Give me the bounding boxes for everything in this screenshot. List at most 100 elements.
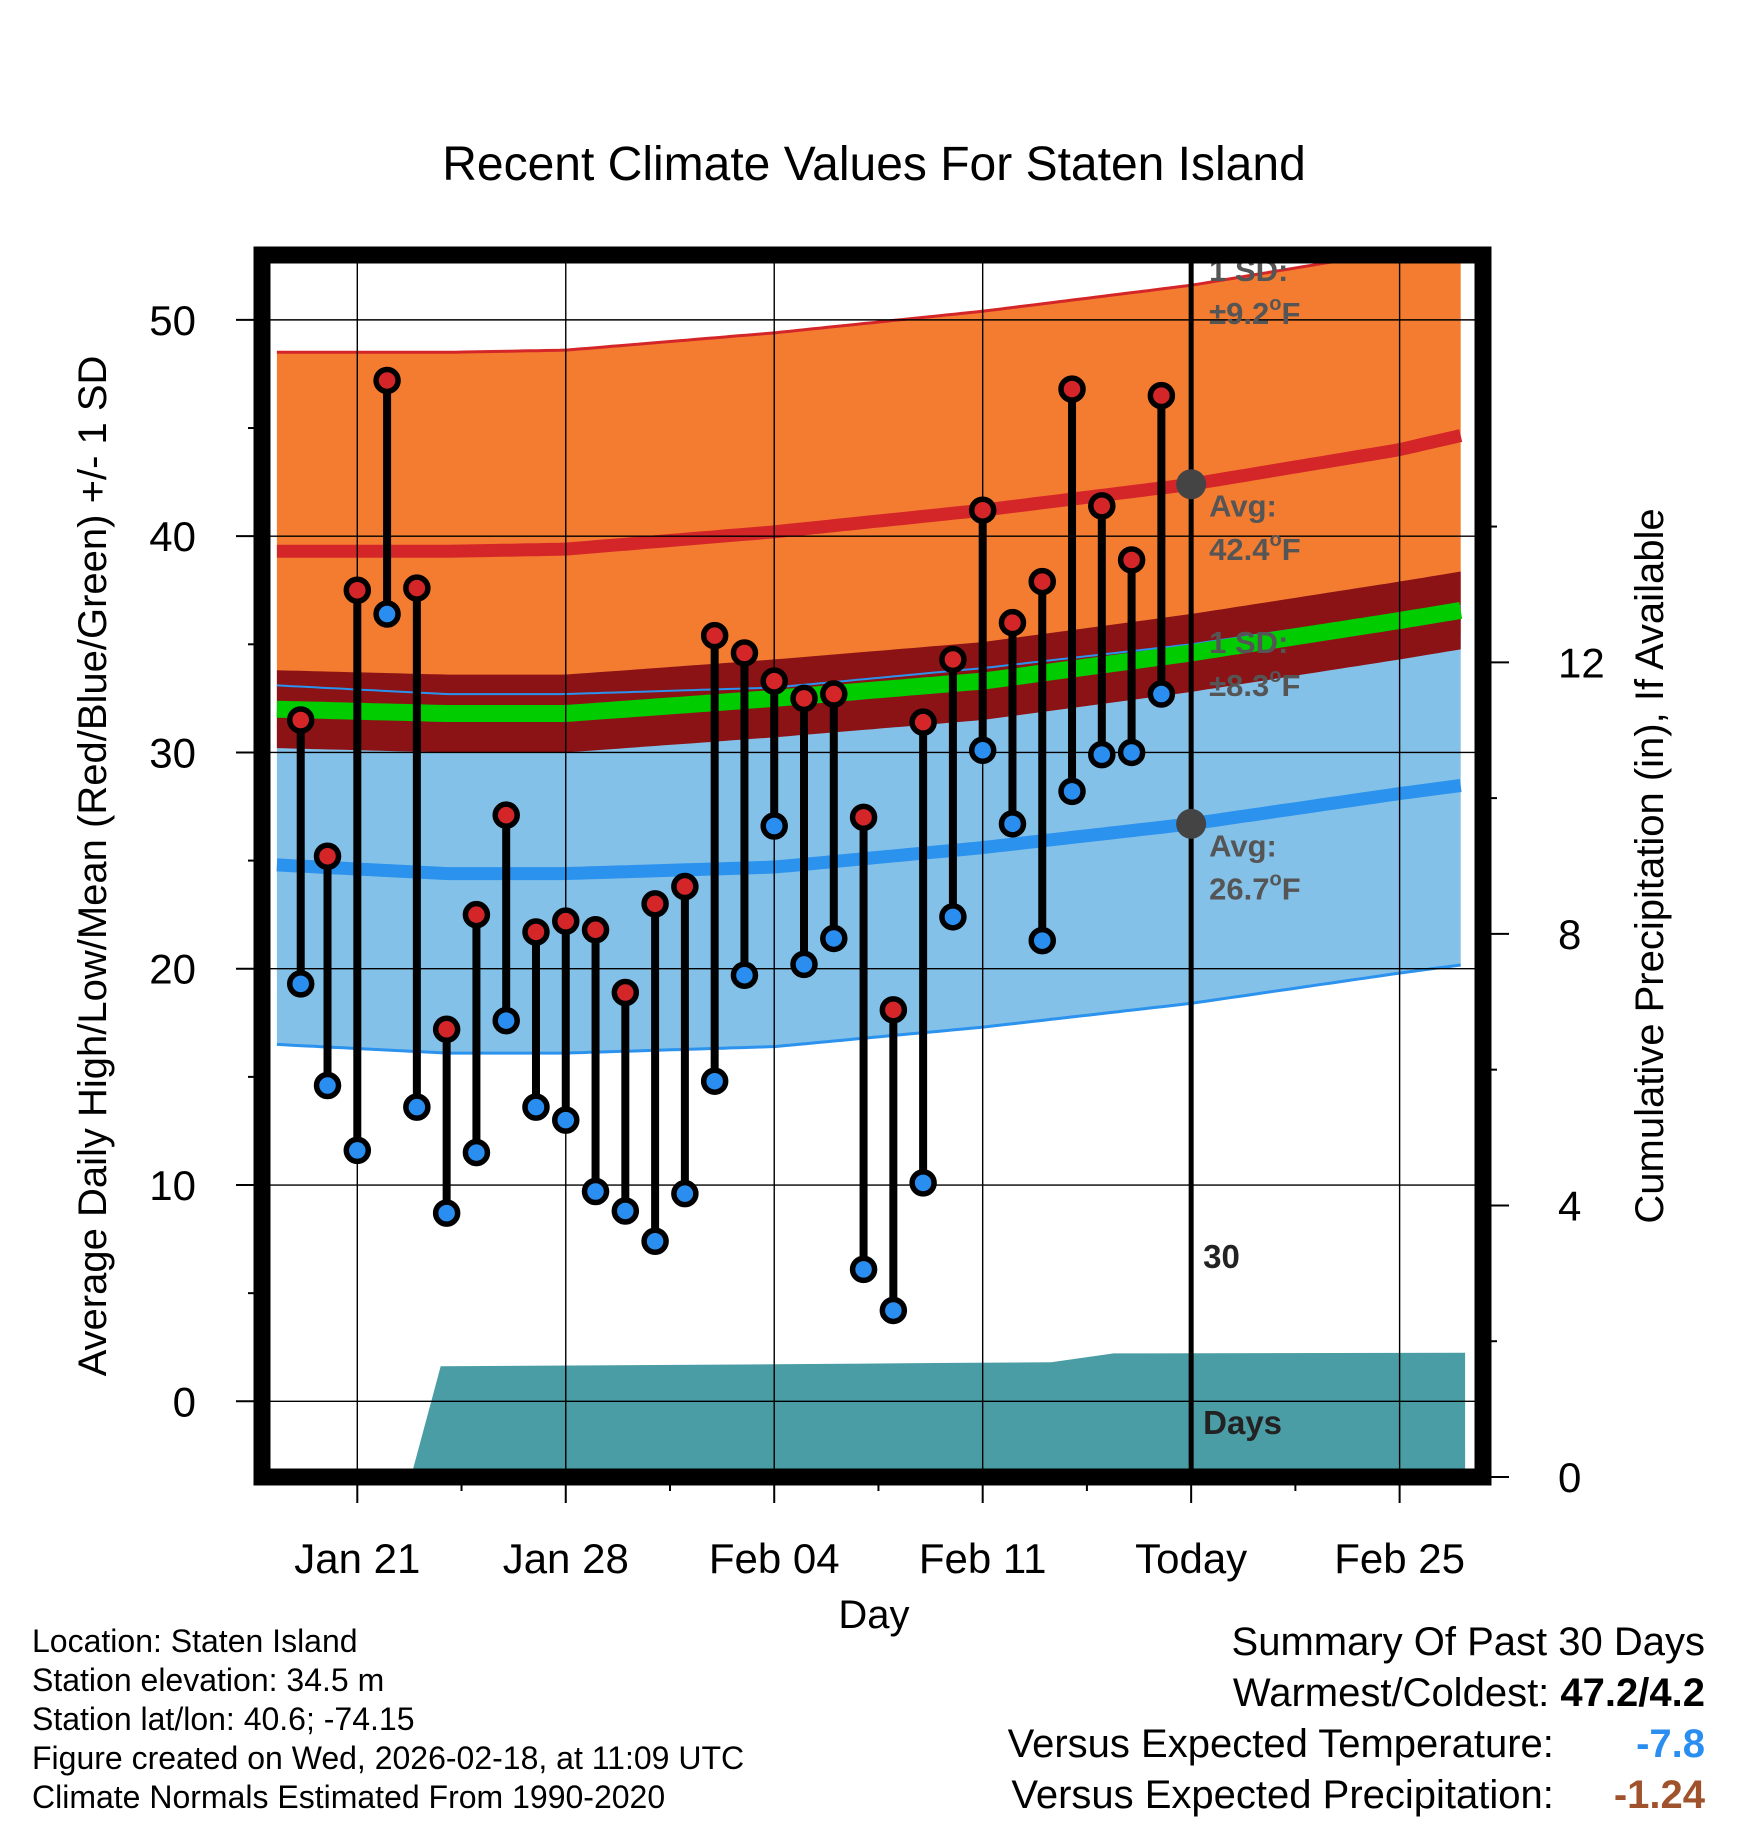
high-point [552, 907, 580, 935]
y2-tick-label-4: 4 [1558, 1182, 1581, 1229]
high-avg-label: Avg: [1209, 489, 1277, 524]
high-avg-value-value: 42.4 [1209, 532, 1270, 567]
x-tick-label-feb-11: Feb 11 [919, 1535, 1047, 1582]
low-avg-value-value: 26.7 [1209, 872, 1269, 907]
y2-tick-label-12: 12 [1558, 639, 1605, 686]
low-sd-value: ±8.3oF [1209, 665, 1300, 703]
high-avg-value: 42.4oF [1209, 529, 1301, 567]
precip-value: -1.24 [1613, 1773, 1705, 1817]
high-avg-line [276, 429, 1463, 558]
high-sd-value: ±9.2oF [1209, 293, 1300, 331]
high-point [641, 890, 669, 918]
temp-value: -7.8 [1636, 1722, 1705, 1766]
precip-label: Versus Expected Precipitation: [1011, 1773, 1554, 1817]
low-point [581, 1177, 610, 1206]
high-point [671, 872, 699, 901]
high-point [849, 803, 878, 832]
latlon-line: Station lat/lon: 40.6; -74.15 [32, 1701, 415, 1737]
summary-heading: Summary Of Past 30 Days [1231, 1620, 1705, 1664]
high-point [403, 574, 431, 602]
precip-area [276, 1352, 1466, 1477]
high-point [581, 916, 610, 944]
summary-warmest-row: Warmest/Coldest: 47.2/4.2 [1008, 1668, 1705, 1719]
low-point [1147, 680, 1176, 708]
y-tick-label-30: 30 [149, 729, 196, 776]
y2-tick-label-0: 0 [1558, 1454, 1581, 1501]
low-point [909, 1169, 937, 1197]
station-info: Location: Staten Island Station elevatio… [32, 1622, 744, 1817]
high-point [1088, 492, 1116, 520]
x-tick-label-today: Today [1135, 1535, 1247, 1582]
high-upper-line [276, 255, 1383, 354]
high-point [730, 639, 759, 667]
low-point [790, 950, 818, 979]
low-point [373, 600, 401, 628]
low-point [492, 1006, 520, 1035]
low-point [641, 1227, 669, 1256]
high-sd-value-value: ±9.2 [1209, 296, 1269, 331]
high-point [1147, 381, 1176, 410]
y-tick-label-50: 50 [149, 297, 196, 344]
mean-avg-line [276, 602, 1463, 722]
low-point [730, 961, 759, 989]
high-point [909, 708, 937, 736]
high-point [522, 918, 550, 946]
low-point [820, 924, 848, 953]
high-point [373, 366, 401, 395]
low-point [286, 970, 315, 998]
low-point [343, 1136, 372, 1165]
low-point [1088, 740, 1116, 769]
warmest-label: Warmest/Coldest: [1232, 1671, 1550, 1715]
low-point [671, 1179, 699, 1208]
plot-frame [253, 246, 1492, 1486]
summary-panel: Summary Of Past 30 Days Warmest/Coldest:… [1008, 1617, 1705, 1821]
low-sd-value-unit: F [1281, 668, 1300, 703]
high-sd-value-unit: F [1281, 296, 1300, 331]
high-avg-label-value: Avg: [1209, 489, 1277, 524]
today-high-avg-dot [1176, 469, 1207, 500]
low-point [700, 1067, 729, 1095]
low-point [849, 1255, 878, 1284]
daily-points [286, 366, 1176, 1325]
low-point [552, 1106, 580, 1134]
low-avg-label-value: Avg: [1209, 828, 1277, 863]
low-sd-label-value: 1 SD: [1209, 625, 1288, 660]
high-point [790, 684, 818, 713]
low-point [1117, 738, 1146, 767]
high-point [1058, 375, 1086, 403]
summary-temp-row: Versus Expected Temperature: -7.8 [1008, 1719, 1705, 1770]
low-point [522, 1093, 550, 1121]
created-line: Figure created on Wed, 2026-02-18, at 11… [32, 1740, 745, 1776]
low-point [968, 736, 997, 765]
high-point [492, 801, 520, 829]
y-tick-label-20: 20 [149, 946, 196, 993]
daily-ranges [296, 380, 1166, 1311]
high-sd-value-degree: o [1269, 293, 1281, 315]
low-point [403, 1093, 431, 1121]
y-tick-label-40: 40 [149, 513, 196, 560]
axes: 0 10 20 30 40 50 0 4 8 12 Jan 21 Jan 28 Feb 04 Feb 11… [149, 297, 1604, 1582]
location-line: Location: Staten Island [32, 1623, 358, 1659]
high-point [939, 645, 967, 674]
low-point [760, 812, 788, 840]
low-point [998, 810, 1027, 838]
grid-lines [262, 255, 1483, 1477]
y2-tick-label-8: 8 [1558, 911, 1581, 958]
high-point [286, 706, 315, 734]
high-point [1028, 567, 1056, 596]
low-avg-label: Avg: [1209, 828, 1277, 863]
high-point [343, 576, 372, 604]
precip-days-label: Days [1203, 1404, 1282, 1441]
high-point [968, 496, 997, 524]
low-avg-line [276, 779, 1462, 881]
high-point [700, 621, 729, 650]
summary-precip-row: Versus Expected Precipitation: -1.24 [1008, 1770, 1705, 1821]
low-point [313, 1071, 342, 1100]
low-point [462, 1138, 491, 1167]
low-point [1028, 926, 1056, 955]
y2-axis-label: Cumulative Precipitation (in), If Availa… [1628, 508, 1672, 1223]
chart-title: Recent Climate Values For Staten Island [442, 138, 1306, 191]
high-point [879, 996, 908, 1024]
normals-line: Climate Normals Estimated From 1990-2020 [32, 1779, 666, 1815]
